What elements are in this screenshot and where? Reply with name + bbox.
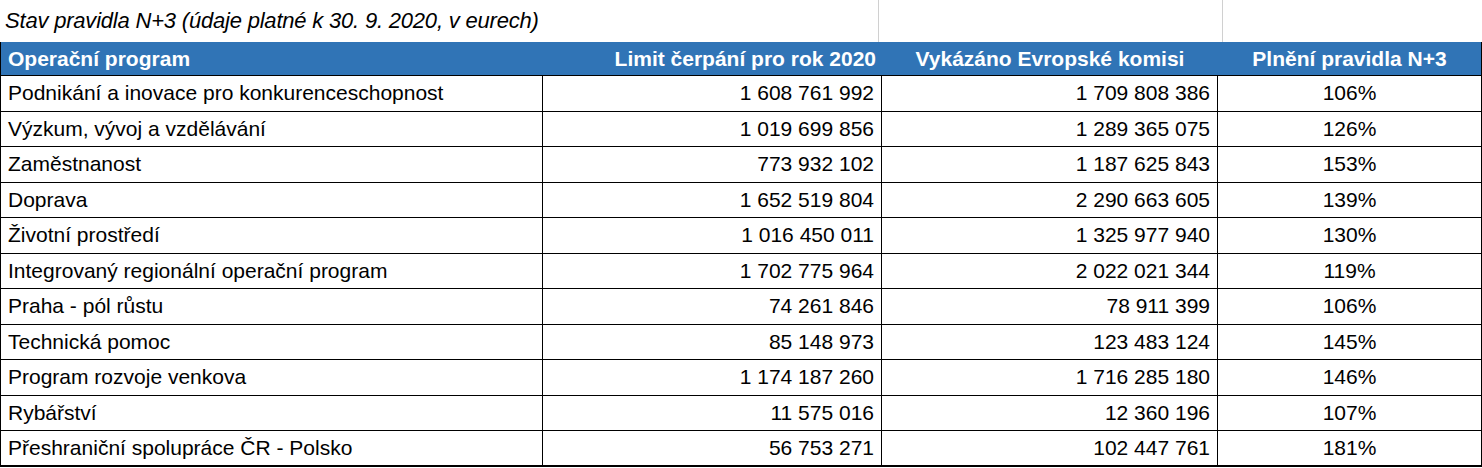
cell-reported-value: 1 187 625 843 xyxy=(882,147,1218,182)
table-title: Stav pravidla N+3 (údaje platné k 30. 9.… xyxy=(0,8,539,34)
cell-reported-value: 2 290 663 605 xyxy=(882,183,1218,218)
table-row: Přeshraniční spolupráce ČR - Polsko 56 7… xyxy=(1,431,1481,467)
header-plneni-pravidla: Plnění pravidla N+3 xyxy=(1218,42,1481,75)
cell-limit-value: 11 575 016 xyxy=(543,396,882,431)
cell-fulfillment-percent: 119% xyxy=(1218,254,1481,289)
cell-fulfillment-percent: 139% xyxy=(1218,183,1481,218)
header-operacni-program: Operační program xyxy=(1,42,543,75)
cell-program-name: Rybářství xyxy=(1,396,543,431)
cell-fulfillment-percent: 181% xyxy=(1218,431,1481,465)
column-gridline xyxy=(1222,0,1223,42)
table-row: Program rozvoje venkova 1 174 187 260 1 … xyxy=(1,360,1481,396)
cell-fulfillment-percent: 146% xyxy=(1218,360,1481,395)
n3-rule-table: Operační program Limit čerpání pro rok 2… xyxy=(0,42,1482,467)
cell-limit-value: 56 753 271 xyxy=(543,431,882,465)
column-gridline xyxy=(878,0,879,42)
title-band: Stav pravidla N+3 (údaje platné k 30. 9.… xyxy=(0,0,1482,42)
cell-reported-value: 1 709 808 386 xyxy=(882,76,1218,111)
cell-limit-value: 85 148 973 xyxy=(543,325,882,360)
cell-fulfillment-percent: 130% xyxy=(1218,218,1481,253)
cell-reported-value: 102 447 761 xyxy=(882,431,1218,465)
cell-program-name: Technická pomoc xyxy=(1,325,543,360)
table-row: Výzkum, vývoj a vzdělávání 1 019 699 856… xyxy=(1,112,1481,148)
table-row: Integrovaný regionální operační program … xyxy=(1,254,1481,290)
cell-fulfillment-percent: 126% xyxy=(1218,112,1481,147)
cell-program-name: Životní prostředí xyxy=(1,218,543,253)
header-limit-cerpani: Limit čerpání pro rok 2020 xyxy=(543,42,882,75)
cell-program-name: Program rozvoje venkova xyxy=(1,360,543,395)
cell-limit-value: 1 608 761 992 xyxy=(543,76,882,111)
header-vykazano: Vykázáno Evropské komisi xyxy=(882,42,1218,75)
cell-reported-value: 2 022 021 344 xyxy=(882,254,1218,289)
cell-program-name: Přeshraniční spolupráce ČR - Polsko xyxy=(1,431,543,465)
cell-fulfillment-percent: 145% xyxy=(1218,325,1481,360)
cell-reported-value: 123 483 124 xyxy=(882,325,1218,360)
table-row: Zaměstnanost 773 932 102 1 187 625 843 1… xyxy=(1,147,1481,183)
cell-reported-value: 12 360 196 xyxy=(882,396,1218,431)
cell-program-name: Praha - pól růstu xyxy=(1,289,543,324)
cell-reported-value: 1 325 977 940 xyxy=(882,218,1218,253)
cell-limit-value: 1 019 699 856 xyxy=(543,112,882,147)
cell-program-name: Zaměstnanost xyxy=(1,147,543,182)
table-row: Rybářství 11 575 016 12 360 196 107% xyxy=(1,396,1481,432)
table-row: Technická pomoc 85 148 973 123 483 124 1… xyxy=(1,325,1481,361)
cell-program-name: Doprava xyxy=(1,183,543,218)
cell-fulfillment-percent: 106% xyxy=(1218,76,1481,111)
table-header-row: Operační program Limit čerpání pro rok 2… xyxy=(1,42,1481,76)
cell-reported-value: 1 289 365 075 xyxy=(882,112,1218,147)
cell-program-name: Podnikání a inovace pro konkurenceschopn… xyxy=(1,76,543,111)
table-body: Podnikání a inovace pro konkurenceschopn… xyxy=(1,76,1481,467)
spreadsheet-view: Stav pravidla N+3 (údaje platné k 30. 9.… xyxy=(0,0,1482,468)
table-row: Praha - pól růstu 74 261 846 78 911 399 … xyxy=(1,289,1481,325)
cell-reported-value: 1 716 285 180 xyxy=(882,360,1218,395)
cell-reported-value: 78 911 399 xyxy=(882,289,1218,324)
cell-limit-value: 1 702 775 964 xyxy=(543,254,882,289)
cell-program-name: Integrovaný regionální operační program xyxy=(1,254,543,289)
cell-limit-value: 1 016 450 011 xyxy=(543,218,882,253)
table-row: Doprava 1 652 519 804 2 290 663 605 139% xyxy=(1,183,1481,219)
cell-limit-value: 74 261 846 xyxy=(543,289,882,324)
cell-limit-value: 1 652 519 804 xyxy=(543,183,882,218)
table-row: Životní prostředí 1 016 450 011 1 325 97… xyxy=(1,218,1481,254)
cell-program-name: Výzkum, vývoj a vzdělávání xyxy=(1,112,543,147)
table-row: Podnikání a inovace pro konkurenceschopn… xyxy=(1,76,1481,112)
cell-limit-value: 773 932 102 xyxy=(543,147,882,182)
cell-fulfillment-percent: 106% xyxy=(1218,289,1481,324)
cell-fulfillment-percent: 107% xyxy=(1218,396,1481,431)
cell-fulfillment-percent: 153% xyxy=(1218,147,1481,182)
cell-limit-value: 1 174 187 260 xyxy=(543,360,882,395)
